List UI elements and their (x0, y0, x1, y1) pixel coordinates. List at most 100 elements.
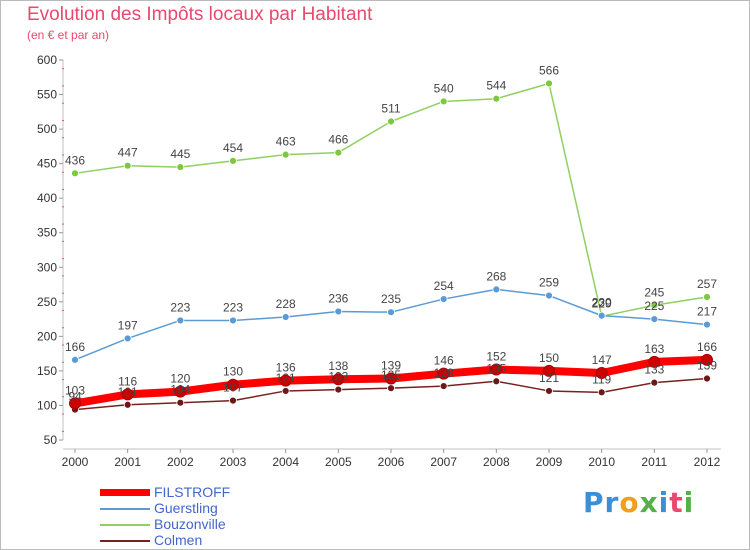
data-label-guerstling: 236 (328, 291, 348, 305)
data-label-bouzonville: 245 (644, 285, 664, 299)
y-tick-label: 400 (37, 191, 57, 205)
data-point-filstroff (227, 378, 239, 391)
data-label-filstroff: 166 (697, 340, 717, 354)
x-tick-label: 2001 (114, 455, 141, 469)
data-point-filstroff (121, 388, 134, 401)
data-point-guerstling (545, 291, 553, 300)
data-point-guerstling (123, 334, 132, 343)
data-label-guerstling: 259 (539, 276, 559, 290)
data-label-colmen: 104 (170, 383, 190, 397)
data-point-colmen (281, 387, 290, 395)
data-point-colmen (123, 400, 132, 409)
x-tick-label: 2005 (325, 455, 352, 469)
data-point-filstroff (595, 366, 608, 379)
data-label-bouzonville: 566 (539, 63, 559, 77)
data-label-colmen: 123 (328, 370, 348, 384)
data-label-colmen: 101 (118, 385, 138, 399)
proxiti-logo: Proxiti (583, 486, 695, 519)
data-label-guerstling: 217 (697, 305, 717, 319)
y-tick-label: 500 (37, 122, 57, 136)
data-point-bouzonville (176, 163, 185, 171)
data-label-filstroff: 120 (170, 372, 190, 386)
y-tick-label: 600 (37, 53, 57, 67)
data-point-colmen (597, 388, 606, 397)
data-point-guerstling (281, 313, 290, 321)
data-point-bouzonville (703, 293, 711, 301)
y-tick-label: 200 (37, 329, 57, 343)
legend-label-colmen: Colmen (154, 532, 203, 548)
x-tick-label: 2011 (641, 455, 667, 469)
data-point-bouzonville (123, 161, 132, 170)
data-label-bouzonville: 447 (118, 146, 138, 160)
data-label-filstroff: 152 (486, 350, 506, 364)
x-tick-label: 2012 (694, 455, 721, 469)
data-point-bouzonville (229, 156, 237, 165)
legend-swatch-colmen (100, 540, 150, 542)
data-point-colmen (229, 396, 237, 405)
data-point-filstroff (332, 373, 345, 386)
data-label-colmen: 107 (223, 381, 243, 395)
x-tick-label: 2003 (220, 455, 247, 469)
data-label-colmen: 121 (276, 371, 296, 385)
legend-swatch-bouzonville (100, 524, 150, 526)
data-point-bouzonville (387, 117, 395, 126)
data-label-bouzonville: 511 (381, 101, 400, 115)
y-tick-label: 150 (37, 364, 57, 378)
data-label-filstroff: 150 (539, 351, 559, 365)
data-point-guerstling (492, 285, 501, 294)
legend-label-filstroff: FILSTROFF (154, 484, 231, 500)
data-point-colmen (650, 378, 659, 387)
data-point-bouzonville (71, 169, 79, 178)
data-label-guerstling: 235 (381, 292, 401, 306)
x-tick-label: 2010 (588, 455, 615, 469)
data-point-colmen (439, 382, 448, 391)
data-point-guerstling (334, 307, 343, 316)
data-label-guerstling: 166 (65, 340, 85, 354)
x-tick-label: 2008 (483, 455, 510, 469)
data-label-filstroff: 138 (328, 359, 348, 373)
data-label-guerstling: 230 (592, 296, 612, 310)
data-point-bouzonville (492, 94, 501, 103)
data-point-colmen (492, 377, 501, 386)
data-label-filstroff: 146 (434, 354, 454, 368)
y-tick-label: 250 (37, 295, 57, 309)
data-point-colmen (703, 374, 711, 383)
data-point-guerstling (703, 320, 711, 329)
data-label-bouzonville: 445 (170, 147, 190, 161)
data-point-bouzonville (650, 301, 659, 310)
data-point-guerstling (229, 316, 237, 325)
x-tick-label: 2007 (430, 455, 457, 469)
data-label-bouzonville: 463 (276, 135, 296, 149)
data-label-bouzonville: 229 (592, 296, 612, 310)
data-point-guerstling (650, 315, 659, 323)
data-point-bouzonville (545, 79, 553, 88)
data-point-guerstling (176, 316, 185, 325)
data-point-filstroff (543, 364, 555, 377)
legend-item-bouzonville: Bouzonville (100, 516, 340, 533)
data-label-colmen: 128 (434, 366, 454, 380)
data-label-filstroff: 130 (223, 365, 243, 379)
data-point-colmen (545, 387, 553, 395)
data-label-filstroff: 163 (644, 342, 664, 356)
legend-label-guerstling: Guerstling (154, 500, 218, 516)
data-point-filstroff (69, 397, 81, 410)
data-label-filstroff: 139 (381, 359, 401, 373)
data-label-filstroff: 147 (592, 353, 612, 367)
data-point-filstroff (437, 367, 450, 380)
data-label-filstroff: 136 (276, 361, 296, 375)
data-label-guerstling: 225 (644, 299, 664, 313)
y-tick-label: 350 (37, 226, 57, 240)
data-point-colmen (176, 398, 185, 407)
x-tick-label: 2006 (378, 455, 405, 469)
data-label-colmen: 121 (539, 371, 559, 385)
chart-subtitle: (en € et par an) (27, 28, 110, 42)
data-label-colmen: 139 (697, 359, 717, 373)
data-point-filstroff (385, 372, 397, 385)
x-tick-label: 2004 (272, 455, 299, 469)
data-label-colmen: 125 (381, 368, 401, 382)
data-point-filstroff (174, 385, 187, 398)
data-point-filstroff (279, 374, 292, 387)
data-label-bouzonville: 454 (223, 141, 243, 155)
